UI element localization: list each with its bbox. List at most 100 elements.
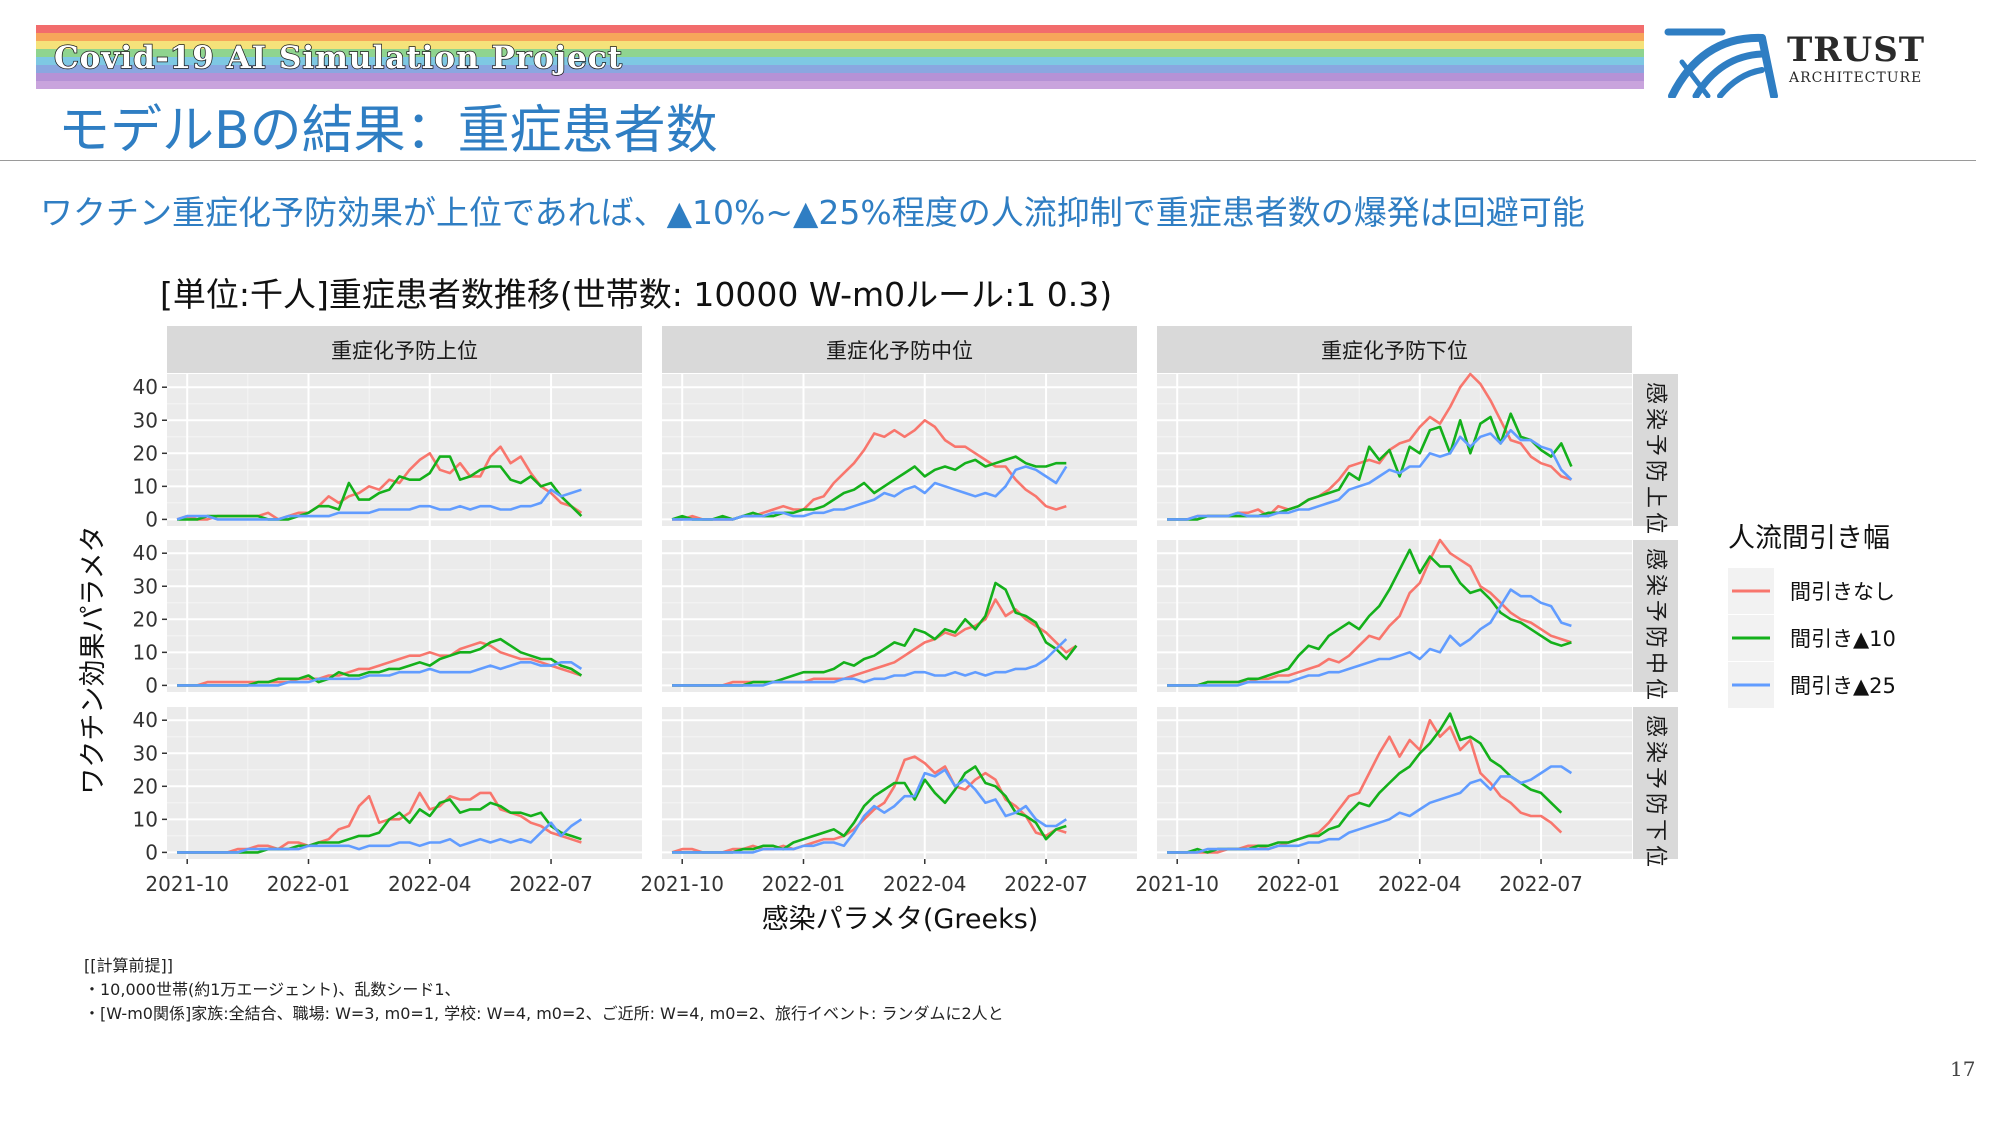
facet-label-row-1-char-5: 上	[1643, 486, 1668, 508]
facet-label-row-1-char-3: 予	[1643, 434, 1668, 456]
logo-name: TRUST	[1787, 30, 1926, 70]
series-line-3-r2-c1	[177, 660, 583, 687]
series-line-3-r1-c1	[176, 488, 582, 521]
facet-label-col-1: 重症化予防上位	[331, 339, 478, 363]
x-tick-label-2: 2022-01	[762, 872, 846, 896]
facet-label-row-3-char-4: 防	[1643, 793, 1668, 815]
x-tick-label-3: 2022-04	[883, 872, 967, 896]
y-tick-label-0: 0	[145, 507, 158, 531]
x-tick-label-3: 2022-04	[1378, 872, 1462, 896]
facet-label-row-2-char-5: 中	[1643, 652, 1668, 674]
arch-icon	[1664, 28, 1778, 98]
facet-label-row-3-char-2: 染	[1643, 741, 1668, 763]
y-tick-label-20: 20	[133, 607, 158, 631]
legend-title: 人流間引き幅	[1728, 523, 1890, 554]
rainbow-banner	[36, 25, 1644, 89]
facet-label-row-2-char-6: 位	[1643, 678, 1668, 700]
facet-label-row-2-char-4: 防	[1643, 626, 1668, 648]
facet-label-row-3-char-6: 位	[1643, 845, 1668, 867]
chart-title: [単位:千人]重症患者数推移(世帯数: 10000 W-m0ルール:1 0.3)	[160, 275, 1113, 314]
facet-label-row-2-char-3: 予	[1643, 600, 1668, 622]
notes-heading: [[計算前提]]	[84, 956, 173, 975]
facet-label-row-3-char-5: 下	[1643, 819, 1668, 841]
x-axis-title: 感染パラメタ(Greeks)	[762, 904, 1039, 935]
x-tick-label-2: 2022-01	[1257, 872, 1341, 896]
y-tick-label-20: 20	[133, 441, 158, 465]
company-logo: TRUST ARCHITECTURE	[1662, 22, 1962, 98]
rainbow-stripe-7	[36, 73, 1644, 81]
y-axis-title: ワクチン効果パラメタ	[78, 525, 109, 794]
facet-label-row-1-char-6: 位	[1643, 512, 1668, 534]
facet-strip-col-1	[167, 326, 642, 373]
facet-label-row-2-char-1: 感	[1643, 548, 1668, 570]
panel-bg-r3-c3	[1157, 707, 1632, 859]
facet-label-row-3-char-1: 感	[1643, 715, 1668, 737]
series-line-3-r3-c1	[177, 818, 583, 854]
y-tick-label-40: 40	[133, 375, 158, 399]
series-line-2-r3-c2	[672, 765, 1067, 854]
series-line-3-r2-c2	[672, 638, 1068, 687]
y-tick-label-0: 0	[145, 840, 158, 864]
x-tick-label-4: 2022-07	[1499, 872, 1583, 896]
series-line-2-r3-c1	[177, 798, 582, 854]
series-line-3-r3-c3	[1167, 765, 1573, 854]
rainbow-stripe-6	[36, 65, 1644, 73]
y-tick-label-30: 30	[133, 741, 158, 765]
slide-title: モデルBの結果：重症患者数	[58, 101, 718, 161]
x-tick-label-4: 2022-07	[509, 872, 593, 896]
series-line-2-r1-c1	[177, 455, 583, 521]
facet-label-row-3-char-3: 予	[1643, 767, 1668, 789]
y-tick-label-30: 30	[133, 574, 158, 598]
facet-label-row-1-char-2: 染	[1643, 408, 1668, 430]
y-tick-label-10: 10	[133, 807, 158, 831]
facet-label-col-3: 重症化予防下位	[1321, 339, 1468, 363]
page-number: 17	[1950, 1057, 1976, 1081]
facet-label-row-2-char-2: 染	[1643, 574, 1668, 596]
y-tick-label-40: 40	[133, 541, 158, 565]
facet-strip-col-2	[662, 326, 1137, 373]
series-line-3-r1-c3	[1167, 428, 1573, 521]
y-tick-label-30: 30	[133, 408, 158, 432]
panel-bg-r2-c2	[662, 540, 1137, 692]
x-tick-label-1: 2021-10	[145, 872, 229, 896]
panel-bg-r2-c3	[1157, 540, 1632, 692]
series-line-2-r2-c3	[1167, 548, 1572, 687]
facet-label-col-2: 重症化予防中位	[826, 339, 973, 363]
logo-subname: ARCHITECTURE	[1789, 70, 1923, 86]
x-tick-label-3: 2022-04	[388, 872, 472, 896]
calculation-notes: [[計算前提]] ・10,000世帯(約1万エージェント)、乱数シード1、 ・[…	[84, 954, 1004, 1026]
rainbow-stripe-2	[36, 33, 1644, 41]
series-line-3-r1-c2	[672, 465, 1068, 521]
y-tick-label-10: 10	[133, 640, 158, 664]
y-tick-label-40: 40	[133, 708, 158, 732]
notes-line-network: ・[W-m0関係]家族:全結合、職場: W=3, m0=1, 学校: W=4, …	[84, 1004, 1004, 1023]
y-tick-label-20: 20	[133, 774, 158, 798]
series-line-3-r2-c3	[1167, 588, 1572, 687]
header-divider	[0, 160, 1976, 161]
rainbow-stripe-8	[36, 81, 1644, 89]
panel-bg-r1-c1	[167, 374, 642, 526]
legend-label-3: 間引き▲25	[1790, 674, 1896, 698]
series-line-1-r2-c2	[672, 598, 1078, 687]
facet-strip-row-1	[1633, 374, 1678, 526]
y-tick-label-0: 0	[145, 673, 158, 697]
rainbow-stripe-1	[36, 25, 1644, 33]
series-line-1-r2-c1	[177, 641, 582, 687]
facet-strip-row-3	[1633, 707, 1678, 859]
legend-label-1: 間引きなし	[1790, 580, 1895, 604]
x-tick-label-2: 2022-01	[267, 872, 351, 896]
facet-label-row-1-char-4: 防	[1643, 460, 1668, 482]
project-title: Covid-19 AI Simulation Project	[53, 39, 623, 77]
facet-label-row-1-char-1: 感	[1643, 382, 1668, 404]
facet-strip-row-2	[1633, 540, 1678, 692]
x-tick-label-4: 2022-07	[1004, 872, 1088, 896]
slide-subtitle: ワクチン重症化予防効果が上位であれば、▲10%~▲25%程度の人流抑制で重症患者…	[40, 193, 1585, 232]
y-tick-label-10: 10	[133, 474, 158, 498]
panel-bg-r1-c3	[1157, 374, 1632, 526]
series-line-3-r3-c2	[672, 768, 1068, 854]
facet-strip-col-3	[1157, 326, 1632, 373]
rainbow-stripe-5	[36, 57, 1644, 65]
x-tick-label-1: 2021-10	[1135, 872, 1219, 896]
rainbow-stripe-3	[36, 41, 1644, 49]
